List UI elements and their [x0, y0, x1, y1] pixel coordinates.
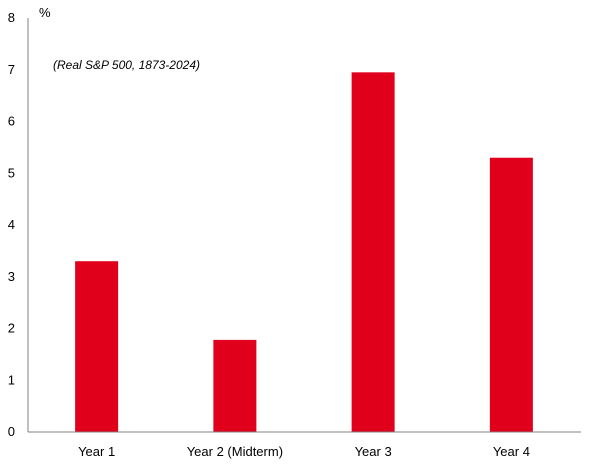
y-tick-label: 3 [8, 269, 15, 284]
y-tick-label: 0 [8, 424, 15, 439]
x-tick-label: Year 2 (Midterm) [187, 444, 283, 459]
bar [489, 157, 533, 432]
bars-group [75, 72, 533, 433]
y-tick-label: 4 [8, 217, 15, 232]
y-tick-label: 6 [8, 114, 15, 129]
x-tick-label: Year 3 [355, 444, 392, 459]
y-tick-label: 1 [8, 372, 15, 387]
x-tick-label: Year 4 [493, 444, 530, 459]
y-tick-label: 8 [8, 10, 15, 25]
y-tick-label: 7 [8, 62, 15, 77]
y-tick-label: 5 [8, 165, 15, 180]
y-axis-ticks: 0 1 2 3 4 5 6 7 8 [8, 10, 15, 439]
bar [351, 72, 395, 433]
y-tick-label: 2 [8, 321, 15, 336]
chart-subtitle: (Real S&P 500, 1873-2024) [53, 58, 200, 72]
y-axis-unit-label: % [39, 5, 51, 20]
bar [213, 339, 257, 432]
bar [75, 261, 119, 432]
x-axis-labels: Year 1 Year 2 (Midterm) Year 3 Year 4 [78, 444, 530, 459]
x-tick-label: Year 1 [78, 444, 115, 459]
